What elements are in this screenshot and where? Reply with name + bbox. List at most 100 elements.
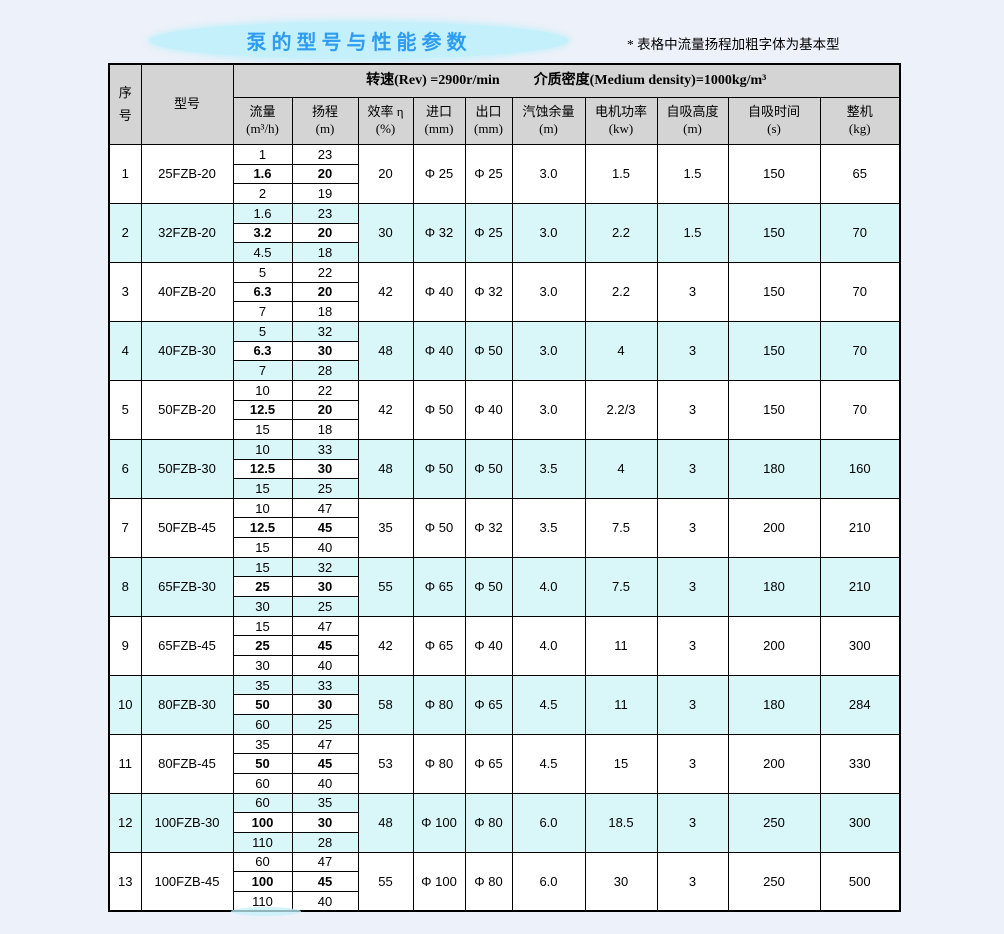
weight-cell: 284	[819, 674, 901, 735]
inlet-cell: Φ 80	[412, 733, 466, 794]
suction-height-cell: 3	[656, 792, 729, 853]
suction-time-cell: 250	[727, 792, 821, 853]
efficiency-cell: 42	[357, 615, 414, 676]
suction-height-cell: 3	[656, 320, 729, 381]
flow-cell-basic: 25	[232, 635, 293, 657]
head-cell: 28	[291, 831, 359, 853]
flow-cell-basic: 25	[232, 576, 293, 598]
suction-time-cell: 150	[727, 261, 821, 322]
outlet-cell: Φ 32	[464, 261, 513, 322]
npsh-cell: 4.5	[511, 674, 586, 735]
flow-cell-basic: 100	[232, 812, 293, 833]
table-row: 13 100FZB-45 60 47 55 Φ 100 Φ 80 6.0 30 3 250 500	[108, 851, 901, 912]
decorative-smudge	[231, 907, 301, 916]
efficiency-cell: 53	[357, 733, 414, 794]
model-cell: 80FZB-45	[140, 733, 234, 794]
inlet-cell: Φ 80	[412, 674, 466, 735]
head-cell: 33	[291, 438, 359, 460]
flow-cell: 4.5	[232, 242, 293, 263]
flow-cell-basic: 3.2	[232, 222, 293, 244]
suction-height-cell: 3	[656, 851, 729, 912]
efficiency-cell: 58	[357, 674, 414, 735]
npsh-cell: 4.0	[511, 556, 586, 617]
flow-cell: 35	[232, 733, 293, 755]
motor-power-cell: 7.5	[584, 556, 658, 617]
head-cell: 33	[291, 674, 359, 696]
head-cell: 25	[291, 596, 359, 617]
head-cell-basic: 45	[291, 871, 359, 892]
serial-cell: 5	[108, 379, 142, 440]
model-cell: 32FZB-20	[140, 202, 234, 263]
column-label: 自吸时间	[747, 104, 800, 120]
head-cell-basic: 20	[291, 163, 359, 185]
flow-cell-basic: 12.5	[232, 517, 293, 539]
flow-cell-basic: 100	[232, 871, 293, 892]
table-row: 4 40FZB-30 5 32 48 Φ 40 Φ 50 3.0 4 3 150 70	[108, 320, 901, 381]
npsh-cell: 4.5	[511, 733, 586, 794]
header-conditions: 转速(Rev) =2900r/min 介质密度(Medium density)=1…	[232, 63, 901, 98]
suction-height-cell: 3	[656, 556, 729, 617]
table-header: 序号 型号 转速(Rev) =2900r/min 介质密度(Medium dens…	[108, 63, 901, 145]
flow-cell: 30	[232, 596, 293, 617]
weight-cell: 70	[819, 379, 901, 440]
column-unit: (%)	[375, 121, 396, 136]
column-header-outlet: 出口 (mm)	[464, 97, 513, 145]
suction-time-cell: 150	[727, 379, 821, 440]
table-row: 9 65FZB-45 15 47 42 Φ 65 Φ 40 4.0 11 3 200 300	[108, 615, 901, 676]
model-cell: 50FZB-30	[140, 438, 234, 499]
table-row: 2 32FZB-20 1.6 23 30 Φ 32 Φ 25 3.0 2.2 1.5 150 70	[108, 202, 901, 263]
suction-time-cell: 180	[727, 438, 821, 499]
column-unit: (mm)	[424, 121, 454, 136]
serial-cell: 6	[108, 438, 142, 499]
serial-cell: 10	[108, 674, 142, 735]
header-speed: 转速(Rev) =2900r/min	[366, 72, 500, 88]
serial-cell: 3	[108, 261, 142, 322]
npsh-cell: 3.0	[511, 202, 586, 263]
table-subrow: 30 40	[109, 655, 900, 676]
flow-cell: 1.6	[232, 202, 293, 224]
suction-height-cell: 1.5	[656, 202, 729, 263]
column-unit: (m³/h)	[246, 121, 279, 136]
head-cell: 18	[291, 242, 359, 263]
head-cell: 18	[291, 301, 359, 322]
flow-cell-basic: 12.5	[232, 399, 293, 421]
header-serial: 序号	[108, 63, 142, 145]
head-cell: 47	[291, 615, 359, 637]
serial-cell: 9	[108, 615, 142, 676]
title-ellipse: 泵的型号与性能参数	[150, 22, 568, 59]
column-unit: (kg)	[848, 121, 871, 136]
serial-cell: 11	[108, 733, 142, 794]
inlet-cell: Φ 65	[412, 615, 466, 676]
flow-cell-basic: 50	[232, 753, 293, 774]
model-cell: 80FZB-30	[140, 674, 234, 735]
flow-cell: 15	[232, 556, 293, 578]
table-subrow: 60 40	[109, 773, 900, 794]
table-subrow-basic: 6.3 20	[109, 281, 900, 303]
flow-cell: 30	[232, 655, 293, 676]
flow-cell: 15	[232, 478, 293, 499]
motor-power-cell: 30	[584, 851, 658, 912]
column-unit: (kw)	[608, 121, 634, 136]
serial-cell: 13	[108, 851, 142, 912]
inlet-cell: Φ 100	[412, 851, 466, 912]
column-unit: (mm)	[474, 121, 503, 136]
head-cell-basic: 30	[291, 340, 359, 362]
column-label: 出口	[475, 104, 502, 120]
flow-cell-basic: 6.3	[232, 281, 293, 303]
weight-cell: 210	[819, 556, 901, 617]
efficiency-cell: 55	[357, 851, 414, 912]
flow-cell-basic: 12.5	[232, 458, 293, 480]
flow-cell: 7	[232, 301, 293, 322]
npsh-cell: 3.0	[511, 261, 586, 322]
column-header-flow: 流量 (m³/h)	[232, 97, 293, 145]
table-subrow-basic: 3.2 20	[109, 222, 900, 244]
suction-height-cell: 3	[656, 438, 729, 499]
table-subrow-basic: 50 45	[109, 753, 900, 774]
column-header-suction-height: 自吸高度 (m)	[656, 97, 729, 145]
efficiency-cell: 48	[357, 792, 414, 853]
table-subrow: 60 25	[109, 714, 900, 735]
weight-cell: 300	[819, 615, 901, 676]
flow-cell: 60	[232, 792, 293, 814]
model-cell: 50FZB-45	[140, 497, 234, 558]
